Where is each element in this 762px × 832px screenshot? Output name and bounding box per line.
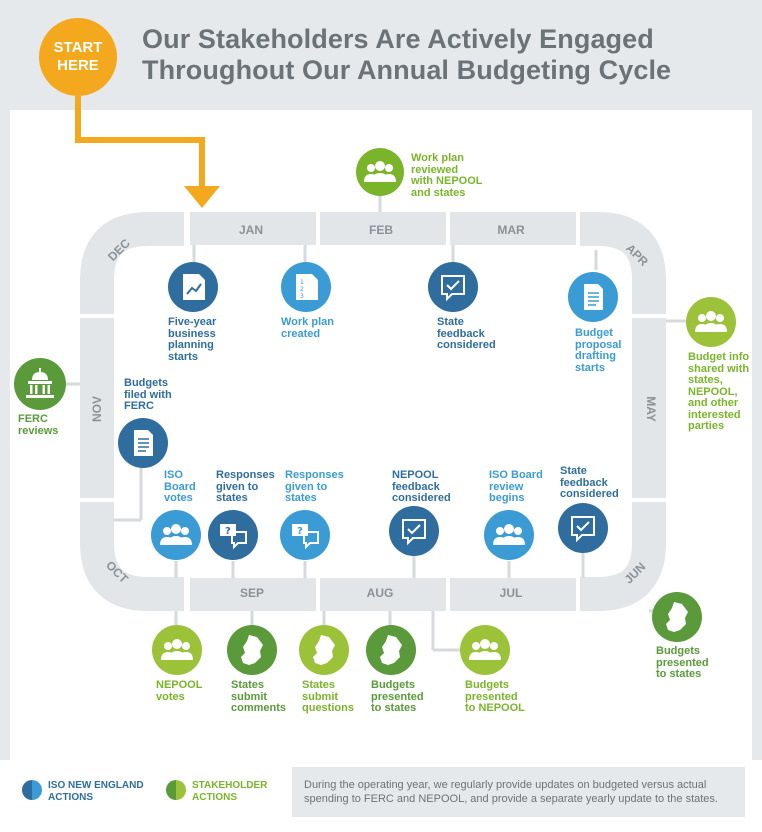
label-budget-proposal: Budget proposal drafting starts <box>575 327 622 374</box>
chart-document-icon <box>168 262 218 312</box>
iso-legend-icon <box>22 780 42 800</box>
label-nepool-votes: NEPOOL votes <box>156 679 203 703</box>
month-nov: NOV <box>90 396 104 423</box>
label-work-plan-created: Work plan created <box>281 316 334 340</box>
document-icon <box>568 272 618 322</box>
month-may: MAY <box>644 396 658 422</box>
checkbox-comment-icon <box>428 262 478 312</box>
label-state-feedback-mar: State feedback considered <box>437 316 496 351</box>
checkbox-comment-icon <box>389 506 439 556</box>
label-budgets-filed: Budgets filed with FERC <box>124 377 172 412</box>
start-label-1: START <box>53 39 103 56</box>
label-work-plan-reviewed: Work plan reviewed with NEPOOL and states <box>411 152 483 199</box>
question-chat-icon: ? <box>208 510 258 560</box>
legend-iso-actions: ISO NEW ENGLAND ACTIONS <box>48 780 144 803</box>
label-ferc-reviews: FERC reviews <box>18 413 59 437</box>
question-chat-icon: ? <box>280 510 330 560</box>
legend-stakeholder-actions: STAKEHOLDER ACTIONS <box>192 780 268 803</box>
svg-text:2: 2 <box>300 286 304 293</box>
start-arrow-head <box>184 186 220 208</box>
document-icon <box>118 418 168 468</box>
label-states-submit-comments: States submit comments <box>231 679 287 714</box>
title-line-1: Our Stakeholders Are Actively Engaged <box>142 24 654 54</box>
month-aug: AUG <box>366 586 394 600</box>
map-region-icon <box>366 625 416 675</box>
header-band <box>0 0 762 110</box>
page-title: Our Stakeholders Are Actively Engaged Th… <box>142 24 742 86</box>
label-responses-2: Responses given to states <box>285 469 344 504</box>
track-segments <box>80 212 666 611</box>
label-five-year-planning: Five-year business planning starts <box>168 316 217 363</box>
people-icon <box>356 148 404 196</box>
map-region-icon <box>299 625 349 675</box>
svg-text:3: 3 <box>300 293 304 300</box>
month-jan: JAN <box>238 223 263 237</box>
label-states-submit-questions: States submit questions <box>302 679 354 714</box>
label-state-feedback-jun: State feedback considered <box>560 465 619 500</box>
stakeholder-legend-icon <box>166 780 186 800</box>
people-icon <box>484 510 534 560</box>
start-label-2: HERE <box>57 57 99 74</box>
map-region-icon <box>652 592 702 642</box>
month-mar: MAR <box>497 223 525 237</box>
label-responses-1: Responses given to states <box>216 469 275 504</box>
people-icon <box>152 625 202 675</box>
numbered-list-icon: 1 2 3 <box>281 262 331 312</box>
people-icon <box>460 625 510 675</box>
label-iso-board-votes: ISO Board votes <box>164 469 196 504</box>
track-corners <box>80 212 666 611</box>
label-budgets-presented-states-jun: Budgets presented to states <box>656 645 709 680</box>
people-icon <box>151 510 201 560</box>
label-budget-info-shared: Budget info shared with states, NEPOOL, an… <box>688 351 750 432</box>
svg-text:?: ? <box>297 526 303 537</box>
connector-lines <box>66 196 686 652</box>
right-band <box>752 110 762 760</box>
label-budgets-presented-states-aug: Budgets presented to states <box>371 679 424 714</box>
left-band <box>0 110 10 760</box>
label-nepool-feedback: NEPOOL feedback considered <box>392 469 451 504</box>
start-here-badge: START HERE <box>39 18 117 96</box>
footer-note: During the operating year, we regularly … <box>292 767 745 817</box>
people-icon <box>686 297 736 347</box>
capitol-building-icon <box>14 358 66 410</box>
checkbox-comment-icon <box>558 503 608 553</box>
label-budgets-presented-nepool: Budgets presented to NEPOOL <box>465 679 525 714</box>
svg-text:1: 1 <box>300 279 304 286</box>
svg-text:?: ? <box>225 526 231 537</box>
title-line-2: Throughout Our Annual Budgeting Cycle <box>142 55 672 85</box>
month-jul: JUL <box>499 586 523 600</box>
month-sep: SEP <box>239 586 264 600</box>
label-iso-board-review: ISO Board review begins <box>489 469 543 504</box>
map-region-icon <box>227 625 277 675</box>
month-feb: FEB <box>369 223 393 237</box>
track-gaps <box>78 210 668 614</box>
start-arrow-line <box>75 96 205 186</box>
